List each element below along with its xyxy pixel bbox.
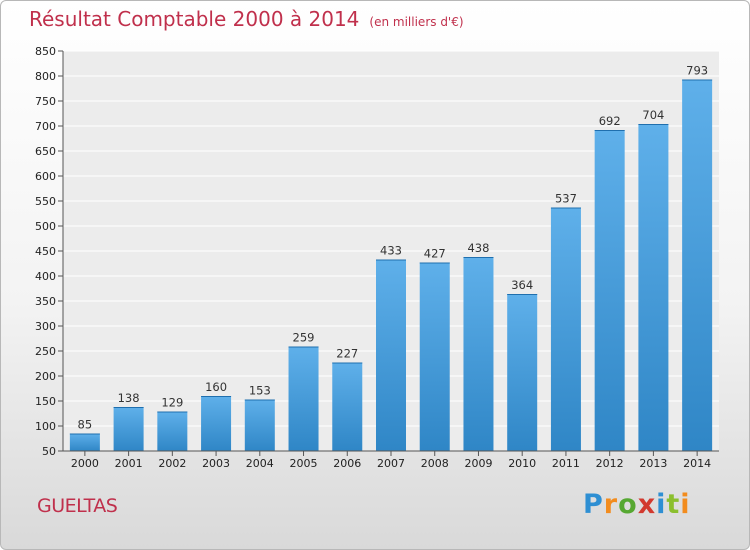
y-tick-label: 150 — [35, 395, 56, 408]
bar-value-label: 364 — [511, 278, 533, 292]
bar-2007 — [376, 259, 406, 451]
logo-letter: i — [656, 489, 667, 520]
y-tick-label: 400 — [35, 270, 56, 283]
x-tick-label: 2013 — [639, 457, 667, 470]
bar-value-label: 692 — [599, 114, 621, 128]
bar-2014 — [682, 79, 713, 451]
x-axis: 2000 2001 2002 2003 2004 2005 2006 2007 2008 2009… — [63, 450, 719, 470]
bar-2001 — [113, 407, 144, 451]
bar-2011 — [550, 207, 581, 451]
bar-2013 — [638, 124, 669, 451]
proxiti-logo: Proxiti — [583, 489, 691, 520]
y-tick-label: 350 — [35, 295, 56, 308]
x-tick-label: 2012 — [596, 457, 624, 470]
chart-subtitle: (en milliers d'€) — [369, 15, 464, 29]
y-tick-label: 100 — [35, 420, 56, 433]
title-text: Résultat Comptable 2000 à 2014 — [29, 7, 360, 31]
y-tick-label: 500 — [35, 220, 56, 233]
y-tick-label: 800 — [35, 70, 56, 83]
y-tick-label: 450 — [35, 245, 56, 258]
logo-letter: r — [603, 489, 619, 520]
bar-value-label: 433 — [380, 244, 402, 258]
bar-2012 — [594, 130, 625, 451]
bar-2003 — [201, 396, 232, 451]
bar-value-label: 537 — [555, 192, 577, 206]
x-tick-label: 2006 — [333, 457, 361, 470]
bar-value-label: 160 — [205, 380, 227, 394]
bar-2000 — [69, 433, 100, 451]
commune-name: GUELTAS — [37, 495, 118, 517]
bar-2004 — [244, 399, 275, 451]
bar-value-label: 427 — [424, 247, 446, 261]
y-tick-label: 300 — [35, 320, 56, 333]
logo-letter: o — [618, 489, 638, 520]
bar-2008 — [419, 262, 450, 451]
bar-2009 — [463, 257, 494, 451]
x-tick-label: 2001 — [115, 457, 143, 470]
y-tick-label: 250 — [35, 345, 56, 358]
x-tick-label: 2014 — [683, 457, 711, 470]
x-tick-label: 2011 — [552, 457, 580, 470]
bar-value-label: 138 — [118, 391, 140, 405]
x-tick-label: 2003 — [202, 457, 230, 470]
y-axis: 50 100 150 200 250 300 350 400 450 500 550 600 650 70… — [35, 45, 64, 458]
bar-value-label: 129 — [161, 396, 183, 410]
bar-value-label: 85 — [78, 418, 93, 432]
bar-2006 — [332, 362, 363, 451]
bar-2010 — [507, 294, 538, 451]
y-tick-label: 600 — [35, 170, 56, 183]
bar-value-label: 704 — [642, 108, 664, 122]
bar-value-label: 259 — [293, 331, 315, 345]
x-tick-label: 2000 — [71, 457, 99, 470]
x-tick-label: 2004 — [246, 457, 274, 470]
x-tick-label: 2007 — [377, 457, 405, 470]
logo-letter: P — [583, 489, 604, 520]
bar-value-label: 438 — [467, 241, 489, 255]
y-tick-label: 650 — [35, 145, 56, 158]
y-tick-label: 50 — [42, 445, 56, 458]
x-tick-label: 2010 — [508, 457, 536, 470]
x-tick-label: 2008 — [421, 457, 449, 470]
logo-letter: i — [680, 489, 691, 520]
y-tick-label: 550 — [35, 195, 56, 208]
y-tick-label: 850 — [35, 45, 56, 58]
logo-letter: x — [637, 489, 657, 520]
y-tick-label: 750 — [35, 95, 56, 108]
bar-value-label: 793 — [686, 64, 708, 78]
x-tick-label: 2009 — [464, 457, 492, 470]
y-tick-label: 200 — [35, 370, 56, 383]
logo-letter: t — [666, 489, 681, 520]
chart-title: Résultat Comptable 2000 à 2014 (en millie… — [29, 7, 464, 31]
bars: 85 138 129 160 153 259 227 433 427 438 364 537 692 70… — [69, 64, 713, 451]
bar-value-label: 153 — [249, 384, 271, 398]
bar-2005 — [288, 346, 319, 451]
y-tick-label: 700 — [35, 120, 56, 133]
x-tick-label: 2005 — [290, 457, 318, 470]
x-tick-label: 2002 — [158, 457, 186, 470]
bar-value-label: 227 — [336, 347, 358, 361]
bar-2002 — [157, 411, 188, 451]
